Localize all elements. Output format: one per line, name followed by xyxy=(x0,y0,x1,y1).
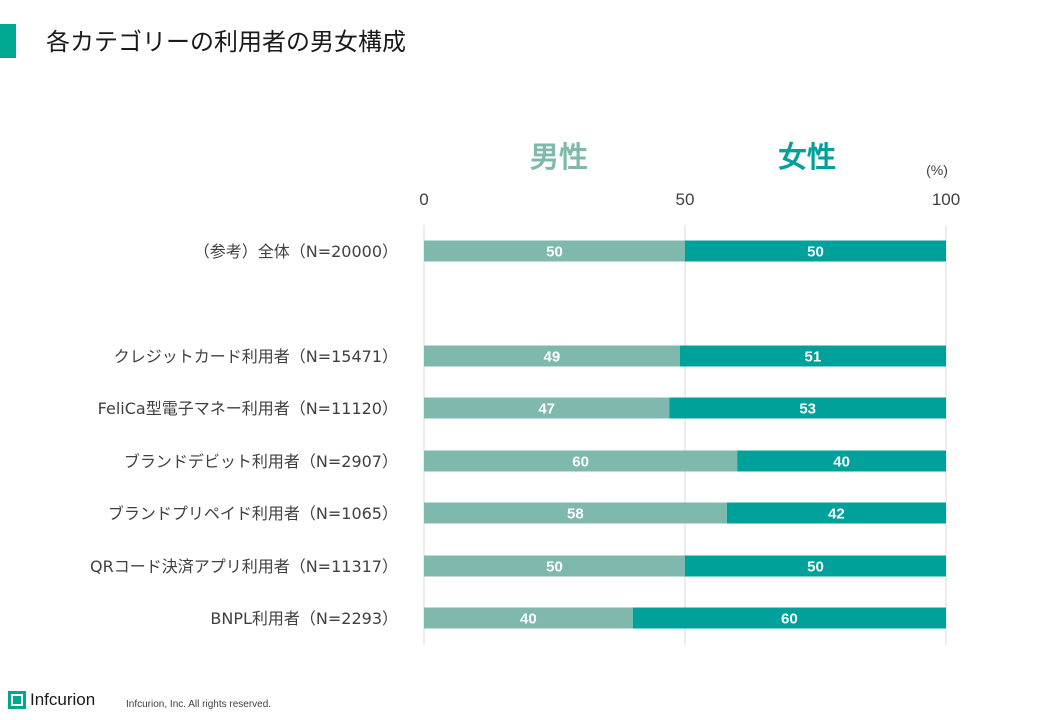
page-title: 各カテゴリーの利用者の男女構成 xyxy=(46,28,406,56)
data-label: 42 xyxy=(828,506,845,523)
category-label: ブランドデビット利用者（N=2907） xyxy=(124,452,398,471)
bar-male xyxy=(424,450,738,472)
footer-logo-text: Infcurion xyxy=(30,690,96,709)
title-accent-bar xyxy=(0,24,16,58)
x-tick-label: 50 xyxy=(676,190,695,209)
data-label: 50 xyxy=(807,244,824,261)
data-label: 50 xyxy=(807,559,824,576)
data-label: 51 xyxy=(805,349,822,366)
data-label: 47 xyxy=(538,401,555,418)
bar-male xyxy=(424,607,633,629)
bar-female xyxy=(726,502,946,524)
legend-male: 男性 xyxy=(530,140,588,174)
category-label: QRコード決済アプリ利用者（N=11317） xyxy=(90,557,398,576)
category-label: （参考）全体（N=20000） xyxy=(194,242,398,261)
bar-female xyxy=(737,450,946,472)
unit-label: (%) xyxy=(926,162,948,178)
bar-male xyxy=(424,345,680,367)
data-label: 60 xyxy=(572,454,589,471)
category-label: BNPL利用者（N=2293） xyxy=(210,609,398,628)
data-label: 49 xyxy=(544,349,561,366)
data-label: 53 xyxy=(799,401,816,418)
category-label: ブランドプリペイド利用者（N=1065） xyxy=(108,504,398,523)
bar-female xyxy=(632,607,946,629)
data-label: 50 xyxy=(546,244,563,261)
x-tick-label: 100 xyxy=(932,190,960,209)
data-label: 50 xyxy=(546,559,563,576)
bar-female xyxy=(679,345,946,367)
x-tick-label: 0 xyxy=(419,190,428,209)
infcurion-logo-icon xyxy=(8,691,26,709)
bar-male xyxy=(424,240,685,262)
bar-male xyxy=(424,555,685,577)
footer-copyright: Infcurion, Inc. All rights reserved. xyxy=(126,699,272,710)
category-label: FeliCa型電子マネー利用者（N=11120） xyxy=(98,399,398,418)
footer-logo: Infcurion xyxy=(8,690,95,710)
bar-male xyxy=(424,397,670,419)
data-label: 40 xyxy=(520,611,537,628)
data-label: 58 xyxy=(567,506,584,523)
bar-female xyxy=(669,397,946,419)
data-label: 40 xyxy=(833,454,850,471)
bar-male xyxy=(424,502,727,524)
bar-female xyxy=(685,240,946,262)
data-label: 60 xyxy=(781,611,798,628)
category-label: クレジットカード利用者（N=15471） xyxy=(114,347,398,366)
legend-female: 女性 xyxy=(778,140,836,174)
bar-female xyxy=(685,555,946,577)
